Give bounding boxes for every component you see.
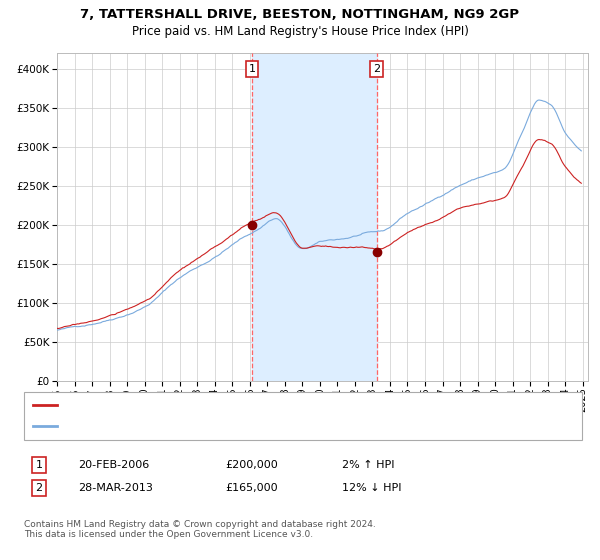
Text: 1: 1 [35, 460, 43, 470]
Text: Price paid vs. HM Land Registry's House Price Index (HPI): Price paid vs. HM Land Registry's House … [131, 25, 469, 38]
Text: Contains HM Land Registry data © Crown copyright and database right 2024.
This d: Contains HM Land Registry data © Crown c… [24, 520, 376, 539]
Text: HPI: Average price, detached house, Broxtowe: HPI: Average price, detached house, Brox… [63, 421, 305, 431]
Text: 2: 2 [373, 64, 380, 74]
Text: 12% ↓ HPI: 12% ↓ HPI [342, 483, 401, 493]
Text: 28-MAR-2013: 28-MAR-2013 [78, 483, 153, 493]
Text: 2% ↑ HPI: 2% ↑ HPI [342, 460, 395, 470]
Text: 1: 1 [248, 64, 256, 74]
Text: 7, TATTERSHALL DRIVE, BEESTON, NOTTINGHAM, NG9 2GP: 7, TATTERSHALL DRIVE, BEESTON, NOTTINGHA… [80, 8, 520, 21]
Text: £200,000: £200,000 [225, 460, 278, 470]
Text: 7, TATTERSHALL DRIVE, BEESTON, NOTTINGHAM, NG9 2GP (detached house): 7, TATTERSHALL DRIVE, BEESTON, NOTTINGHA… [63, 400, 464, 410]
Bar [252, 53, 377, 381]
Text: £165,000: £165,000 [225, 483, 278, 493]
Text: 20-FEB-2006: 20-FEB-2006 [78, 460, 149, 470]
Text: 2: 2 [35, 483, 43, 493]
